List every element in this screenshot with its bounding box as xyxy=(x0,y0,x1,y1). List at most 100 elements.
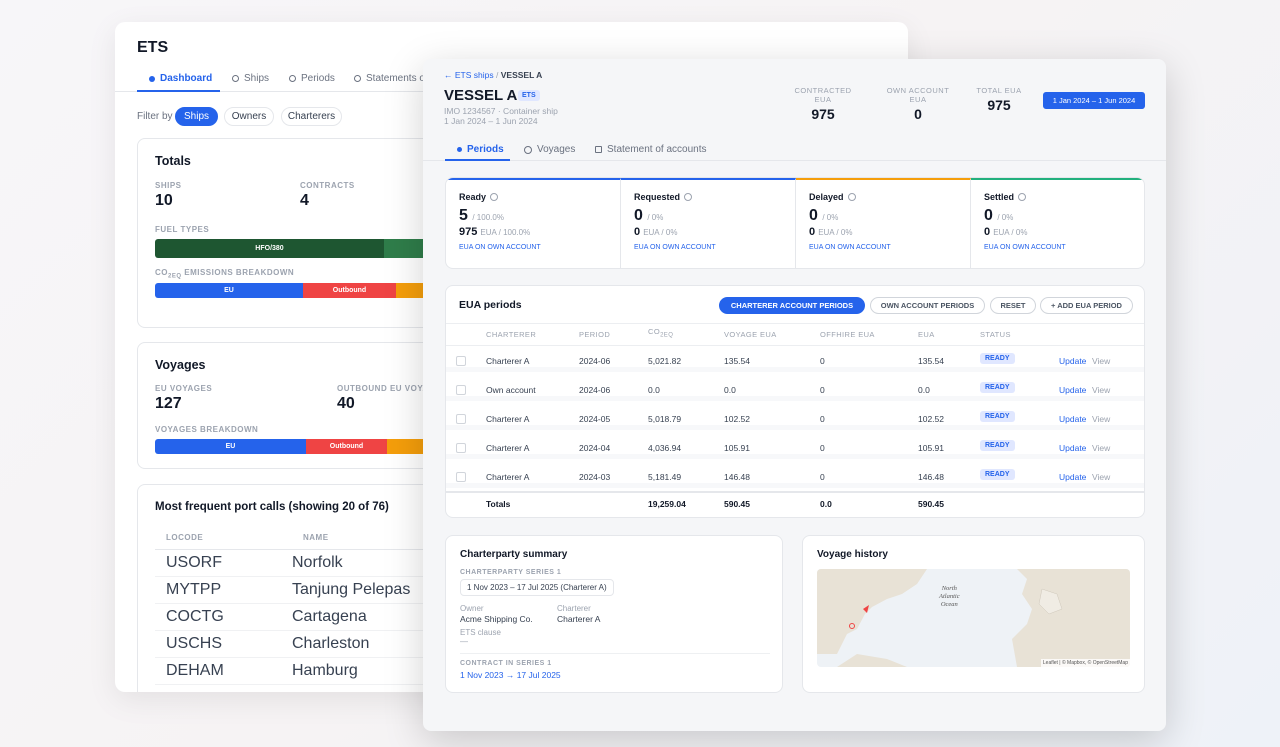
table-row[interactable]: Charterer A 2024-06 5,021.82 135.54 0 135.54 R… xyxy=(446,350,1144,372)
update-link[interactable]: Update xyxy=(1059,385,1087,395)
eua-own-account-link[interactable]: EUA ON OWN ACCOUNT xyxy=(459,244,541,251)
tab-label: Statement of accounts xyxy=(607,144,707,155)
contract-link[interactable]: 1 Nov 2023 → 17 Jul 2025 xyxy=(460,670,561,680)
table-row[interactable]: Own account 2024-06 0.0 0.0 0 0.0 READY Update V… xyxy=(446,379,1144,401)
tab-voyages[interactable]: Voyages xyxy=(524,144,575,155)
view-link[interactable]: View xyxy=(1092,472,1111,482)
add-eua-period-button[interactable]: + ADD EUA PERIOD xyxy=(1040,297,1133,314)
row-checkbox[interactable] xyxy=(456,414,466,424)
cell-co2: 5,018.79 xyxy=(648,414,682,424)
own-account-periods-button[interactable]: OWN ACCOUNT PERIODS xyxy=(870,297,985,314)
status-eua: 0 xyxy=(634,226,641,238)
status-badge: READY xyxy=(980,440,1015,451)
update-link[interactable]: Update xyxy=(1059,472,1087,482)
circle-icon xyxy=(354,75,361,82)
cell-period: 2024-03 xyxy=(579,472,611,482)
status-eua-pct: EUA / 0% xyxy=(993,228,1028,237)
tab-ships[interactable]: Ships xyxy=(232,73,269,84)
cell-eua: 135.54 xyxy=(918,356,944,366)
locode: USCHS xyxy=(166,635,223,652)
status-cards: Ready 5 / 100.0% 975 EUA / 100.0% EUA ON… xyxy=(445,177,1145,269)
info-icon[interactable] xyxy=(684,193,693,201)
charterer-account-periods-button[interactable]: CHARTERER ACCOUNT PERIODS xyxy=(719,297,865,314)
emissions-segment-eu[interactable]: EU xyxy=(155,283,303,298)
stat-own-account-eua: OWN ACCOUNT EUA 0 xyxy=(878,86,958,122)
status-eua: 0 xyxy=(809,226,816,238)
filter-charterers[interactable]: Charterers xyxy=(281,107,342,126)
breadcrumb-separator: / xyxy=(495,70,499,80)
stat-contracted-eua: CONTRACTED EUA 975 xyxy=(785,86,861,122)
cell-charterer: Charterer A xyxy=(486,472,530,482)
stat-value: 975 xyxy=(811,106,835,122)
tab-label: Periods xyxy=(467,144,504,155)
eua-own-account-link[interactable]: EUA ON OWN ACCOUNT xyxy=(634,244,716,251)
tab-dashboard[interactable]: Dashboard xyxy=(149,73,212,84)
tab-statements[interactable]: Statements of xyxy=(354,73,428,84)
stat-total-eua: TOTAL EUA 975 xyxy=(974,86,1024,113)
update-link[interactable]: Update xyxy=(1059,414,1087,424)
table-row[interactable]: Charterer A 2024-04 4,036.94 105.91 0 105.91 R… xyxy=(446,437,1144,459)
voyages-segment-eu[interactable]: EU xyxy=(155,439,306,454)
totals-divider xyxy=(446,491,1144,493)
row-checkbox[interactable] xyxy=(456,443,466,453)
eua-periods-title: EUA periods xyxy=(459,299,522,311)
update-link[interactable]: Update xyxy=(1059,356,1087,366)
cell-offhire-eua: 0 xyxy=(820,443,825,453)
info-icon[interactable] xyxy=(1018,193,1027,201)
tabs-divider xyxy=(423,160,1166,161)
voyage-map[interactable]: North Atlantic Ocean Leaflet | © Mapbox,… xyxy=(817,569,1130,667)
tab-periods[interactable]: Periods xyxy=(457,144,504,155)
dot-icon xyxy=(457,147,462,152)
status-card-delayed[interactable]: Delayed 0 / 0% 0 EUA / 0% EUA ON OWN ACC… xyxy=(796,178,971,268)
reset-button[interactable]: RESET xyxy=(990,297,1036,314)
table-row[interactable]: Charterer A 2024-05 5,018.79 102.52 0 102.52 R… xyxy=(446,408,1144,430)
row-checkbox[interactable] xyxy=(456,356,466,366)
port-name: Tanjung Pelepas xyxy=(292,581,411,598)
eua-own-account-link[interactable]: EUA ON OWN ACCOUNT xyxy=(984,244,1066,251)
date-range-button[interactable]: 1 Jan 2024 – 1 Jun 2024 xyxy=(1043,92,1145,109)
stat-label: OWN ACCOUNT EUA xyxy=(886,86,950,104)
cell-co2: 5,181.49 xyxy=(648,472,682,482)
fuel-segment-hfo380[interactable]: HFO/380 xyxy=(155,239,384,258)
status-pct: / 0% xyxy=(997,213,1014,222)
view-link[interactable]: View xyxy=(1092,414,1111,424)
series-select[interactable]: 1 Nov 2023 – 17 Jul 2025 (Charterer A) xyxy=(460,579,614,596)
cell-co2: 5,021.82 xyxy=(648,356,682,366)
cell-voyage-eua: 146.48 xyxy=(724,472,750,482)
view-link[interactable]: View xyxy=(1092,443,1111,453)
map-attribution[interactable]: Leaflet | © Mapbox, © OpenStreetMap xyxy=(1040,659,1130,667)
vessel-meta: IMO 1234567 · Container ship xyxy=(444,106,558,116)
update-link[interactable]: Update xyxy=(1059,443,1087,453)
filter-owners[interactable]: Owners xyxy=(224,107,274,126)
col-co2-sub: 2EQ xyxy=(660,332,674,339)
eua-own-account-link[interactable]: EUA ON OWN ACCOUNT xyxy=(809,244,891,251)
cell-charterer: Charterer A xyxy=(486,443,530,453)
view-link[interactable]: View xyxy=(1092,385,1111,395)
view-link[interactable]: View xyxy=(1092,356,1111,366)
status-badge: READY xyxy=(980,411,1015,422)
header-divider xyxy=(446,345,1144,346)
emissions-label-pre: CO xyxy=(155,268,168,277)
status-card-ready[interactable]: Ready 5 / 100.0% 975 EUA / 100.0% EUA ON… xyxy=(446,178,621,268)
status-eua: 975 xyxy=(459,226,478,238)
emissions-segment-outbound[interactable]: Outbound xyxy=(303,283,396,298)
info-icon[interactable] xyxy=(490,193,499,201)
tab-statement-of-accounts[interactable]: Statement of accounts xyxy=(595,144,707,155)
filter-ships[interactable]: Ships xyxy=(175,107,218,126)
info-icon[interactable] xyxy=(847,193,856,201)
voyages-segment-outbound[interactable]: Outbound xyxy=(306,439,387,454)
row-checkbox[interactable] xyxy=(456,385,466,395)
totals-eua: 590.45 xyxy=(918,499,944,509)
cell-charterer: Charterer A xyxy=(486,414,530,424)
table-row[interactable]: Charterer A 2024-03 5,181.49 146.48 0 146.48 R… xyxy=(446,466,1144,488)
cell-eua: 105.91 xyxy=(918,443,944,453)
row-checkbox[interactable] xyxy=(456,472,466,482)
status-card-requested[interactable]: Requested 0 / 0% 0 EUA / 0% EUA ON OWN A… xyxy=(621,178,796,268)
tab-label: Statements of xyxy=(366,73,428,84)
tab-periods[interactable]: Periods xyxy=(289,73,335,84)
status-card-settled[interactable]: Settled 0 / 0% 0 EUA / 0% EUA ON OWN ACC… xyxy=(971,178,1144,268)
eu-voyages-label: EU VOYAGES xyxy=(155,384,213,393)
totals-offhire-eua: 0.0 xyxy=(820,499,832,509)
totals-label: Totals xyxy=(486,499,511,509)
breadcrumb-back-link[interactable]: ← ETS ships xyxy=(444,70,494,80)
